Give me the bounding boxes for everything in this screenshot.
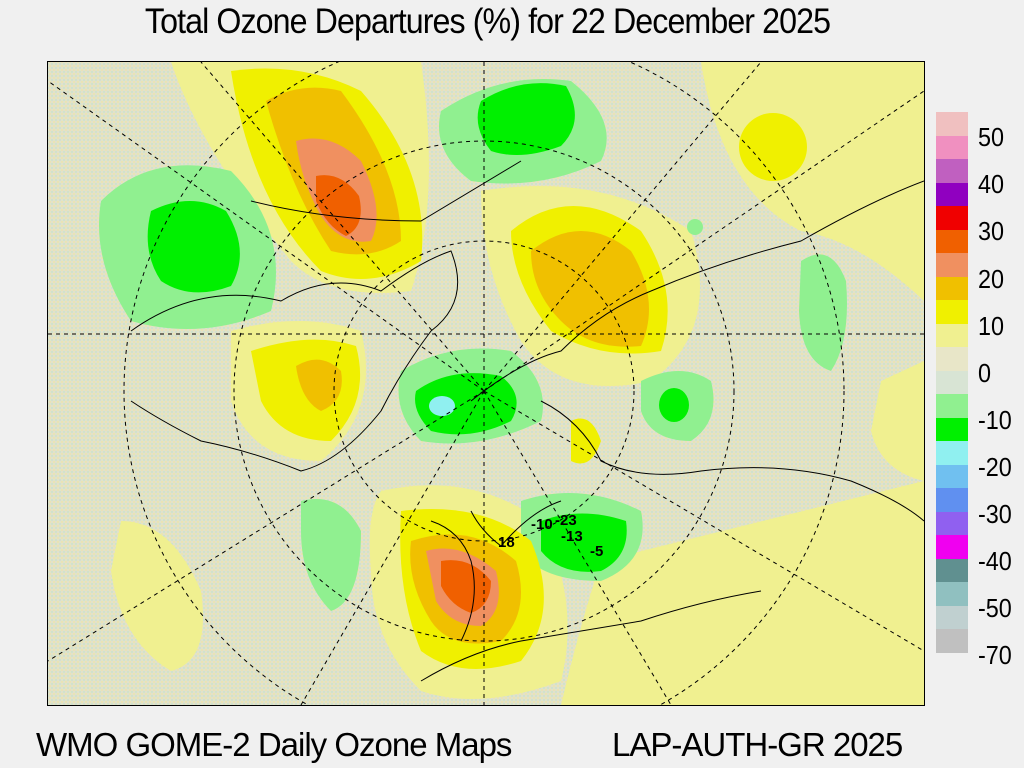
legend-swatch bbox=[936, 300, 968, 324]
legend-label: 50 bbox=[978, 122, 1005, 152]
legend-swatch bbox=[936, 206, 968, 230]
legend-label: -20 bbox=[978, 452, 1012, 482]
legend-swatch bbox=[936, 229, 968, 253]
legend-swatch bbox=[936, 511, 968, 535]
footer-source: WMO GOME-2 Daily Ozone Maps bbox=[36, 726, 512, 763]
map-title: Total Ozone Departures (%) for 22 Decemb… bbox=[144, 2, 831, 41]
station-label: -23 bbox=[555, 512, 577, 529]
legend-swatch bbox=[936, 159, 968, 183]
station-label: -13 bbox=[561, 528, 583, 545]
legend-swatch bbox=[936, 276, 968, 300]
legend-swatch bbox=[936, 253, 968, 277]
legend-swatch bbox=[936, 394, 968, 418]
legend-label: 0 bbox=[978, 358, 992, 388]
legend-swatch bbox=[936, 182, 968, 206]
legend-swatch bbox=[936, 441, 968, 465]
ozone-map bbox=[47, 61, 925, 706]
legend-swatch bbox=[936, 135, 968, 159]
ozone-contours bbox=[48, 62, 924, 705]
legend-label: -50 bbox=[978, 593, 1012, 623]
legend-label: -40 bbox=[978, 546, 1012, 576]
station-label: -5 bbox=[590, 543, 604, 560]
legend-swatch bbox=[936, 535, 968, 559]
legend-swatch bbox=[936, 370, 968, 394]
legend-label: 10 bbox=[978, 311, 1005, 341]
legend-swatch bbox=[936, 417, 968, 441]
legend-swatch bbox=[936, 558, 968, 582]
color-legend bbox=[936, 112, 970, 653]
legend-swatch bbox=[936, 347, 968, 371]
station-label: -10 bbox=[531, 516, 553, 533]
legend-swatch bbox=[936, 112, 968, 136]
legend-label: 40 bbox=[978, 169, 1005, 199]
legend-label: -10 bbox=[978, 405, 1012, 435]
legend-swatch bbox=[936, 488, 968, 512]
legend-label: -70 bbox=[978, 640, 1012, 670]
legend-swatch bbox=[936, 582, 968, 606]
footer-credit: LAP-AUTH-GR 2025 bbox=[612, 726, 903, 763]
legend-swatch bbox=[936, 629, 968, 653]
legend-label: 20 bbox=[978, 264, 1005, 294]
legend-swatch bbox=[936, 323, 968, 347]
legend-swatch bbox=[936, 464, 968, 488]
legend-label: -30 bbox=[978, 499, 1012, 529]
station-label: 18 bbox=[498, 534, 515, 551]
legend-label: 30 bbox=[978, 216, 1005, 246]
legend-swatch bbox=[936, 605, 968, 629]
